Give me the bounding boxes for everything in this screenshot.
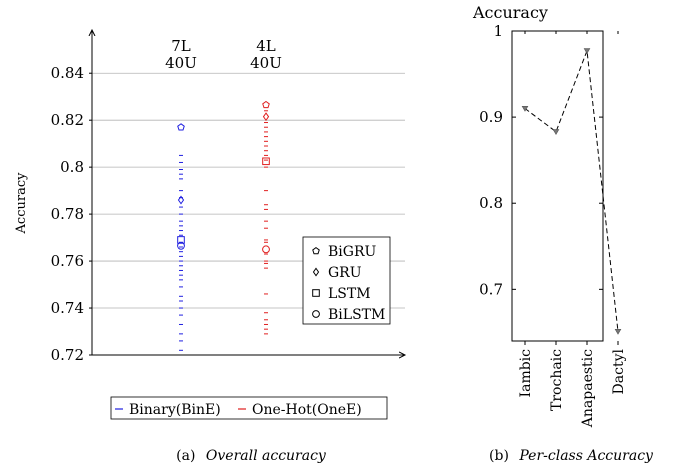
- marker-gru: [177, 195, 185, 205]
- x-tick-label-b: Dactyl: [611, 348, 627, 394]
- y-tick-label: 0.74: [51, 299, 84, 317]
- group-label-layers: 4L: [256, 37, 276, 55]
- y-tick-label: 0.82: [51, 111, 84, 129]
- y-ticks-b: 0.7 0.8 0.9 1: [479, 22, 603, 298]
- caption-a-text: Overall accuracy: [206, 448, 327, 464]
- y-tick-label-b: 0.9: [479, 108, 503, 126]
- per-class-points: [521, 48, 622, 335]
- run-dashes: [179, 110, 268, 356]
- marker-gru: [312, 267, 320, 277]
- x-ticks-b: Iambic Trochaic Anapaestic Dactyl: [518, 31, 627, 428]
- caption-a-tag: (a): [176, 448, 195, 464]
- x-tick-label-b: Iambic: [518, 349, 534, 398]
- marker-bilstm: [262, 245, 270, 254]
- y-tick-label-b: 1: [493, 22, 503, 40]
- marker-lstm: [262, 157, 270, 166]
- caption-b-tag: (b): [489, 448, 509, 464]
- y-axis-label-b: Accuracy: [472, 3, 548, 22]
- x-tick-label-b: Trochaic: [549, 349, 565, 411]
- per-class-point: [583, 48, 591, 55]
- marker-bilstm: [177, 241, 185, 250]
- y-tick-label: 0.84: [51, 64, 84, 82]
- per-class-point: [521, 106, 529, 112]
- overall-accuracy-chart: 0.720.740.760.780.80.820.84 Accuracy 7L4…: [14, 30, 405, 464]
- marker-bigru: [177, 123, 185, 131]
- caption-b: (b) Per-class Accuracy: [489, 448, 654, 464]
- y-tick-labels: 0.72 0.74 0.76 0.78 0.8 0.82 0.84: [51, 64, 92, 364]
- y-tick-label: 0.8: [60, 158, 84, 176]
- marker-legend-label: LSTM: [328, 286, 371, 302]
- marker-bilstm: [312, 310, 320, 318]
- per-class-point: [552, 129, 560, 135]
- marker-legend: BiGRU GRU LSTM BiLSTM: [302, 236, 391, 325]
- marker-legend-box: [302, 236, 391, 325]
- per-class-accuracy-chart: Accuracy 0.7 0.8 0.9 1 Iambic Trochaic Anapae…: [472, 3, 654, 464]
- group-label-layers: 7L: [171, 37, 191, 55]
- marker-bigru: [262, 100, 270, 109]
- marker-legend-label: BiGRU: [328, 244, 376, 260]
- group-label-units: 40U: [165, 54, 197, 72]
- y-axis-label: Accuracy: [14, 172, 29, 235]
- marker-bigru: [312, 246, 320, 255]
- caption-b-text: Per-class Accuracy: [518, 448, 654, 464]
- y-tick-label-b: 0.8: [479, 194, 503, 212]
- marker-gru: [262, 112, 270, 122]
- y-tick-label: 0.76: [51, 252, 84, 270]
- marker-legend-label: BiLSTM: [328, 307, 385, 323]
- legend-label-onehot: One-Hot(OneE): [252, 402, 362, 418]
- per-class-point: [614, 329, 622, 335]
- y-tick-label: 0.72: [51, 346, 84, 364]
- axes: [92, 30, 405, 355]
- plot-frame-b: [511, 30, 604, 342]
- caption-a: (a) Overall accuracy: [176, 448, 327, 464]
- group-label-units: 40U: [250, 54, 282, 72]
- legend-label-binary: Binary(BinE): [129, 402, 221, 418]
- model-markers: [177, 100, 270, 254]
- y-tick-label-b: 0.7: [479, 280, 503, 298]
- series-legend-box: [110, 396, 388, 420]
- marker-lstm: [177, 236, 185, 244]
- marker-lstm: [312, 289, 320, 297]
- y-tick-label: 0.78: [51, 205, 84, 223]
- marker-legend-label: GRU: [328, 265, 362, 281]
- per-class-line: [524, 50, 619, 332]
- x-tick-label-b: Anapaestic: [580, 349, 596, 428]
- series-legend: Binary(BinE) One-Hot(OneE): [110, 396, 388, 420]
